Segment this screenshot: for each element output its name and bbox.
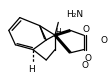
Text: H: H [55,28,61,37]
Text: O: O [81,61,88,70]
Text: O: O [84,54,92,63]
Text: H₂N: H₂N [66,10,83,19]
Text: O: O [100,36,107,44]
Text: H: H [28,65,35,74]
Text: O: O [82,25,89,34]
